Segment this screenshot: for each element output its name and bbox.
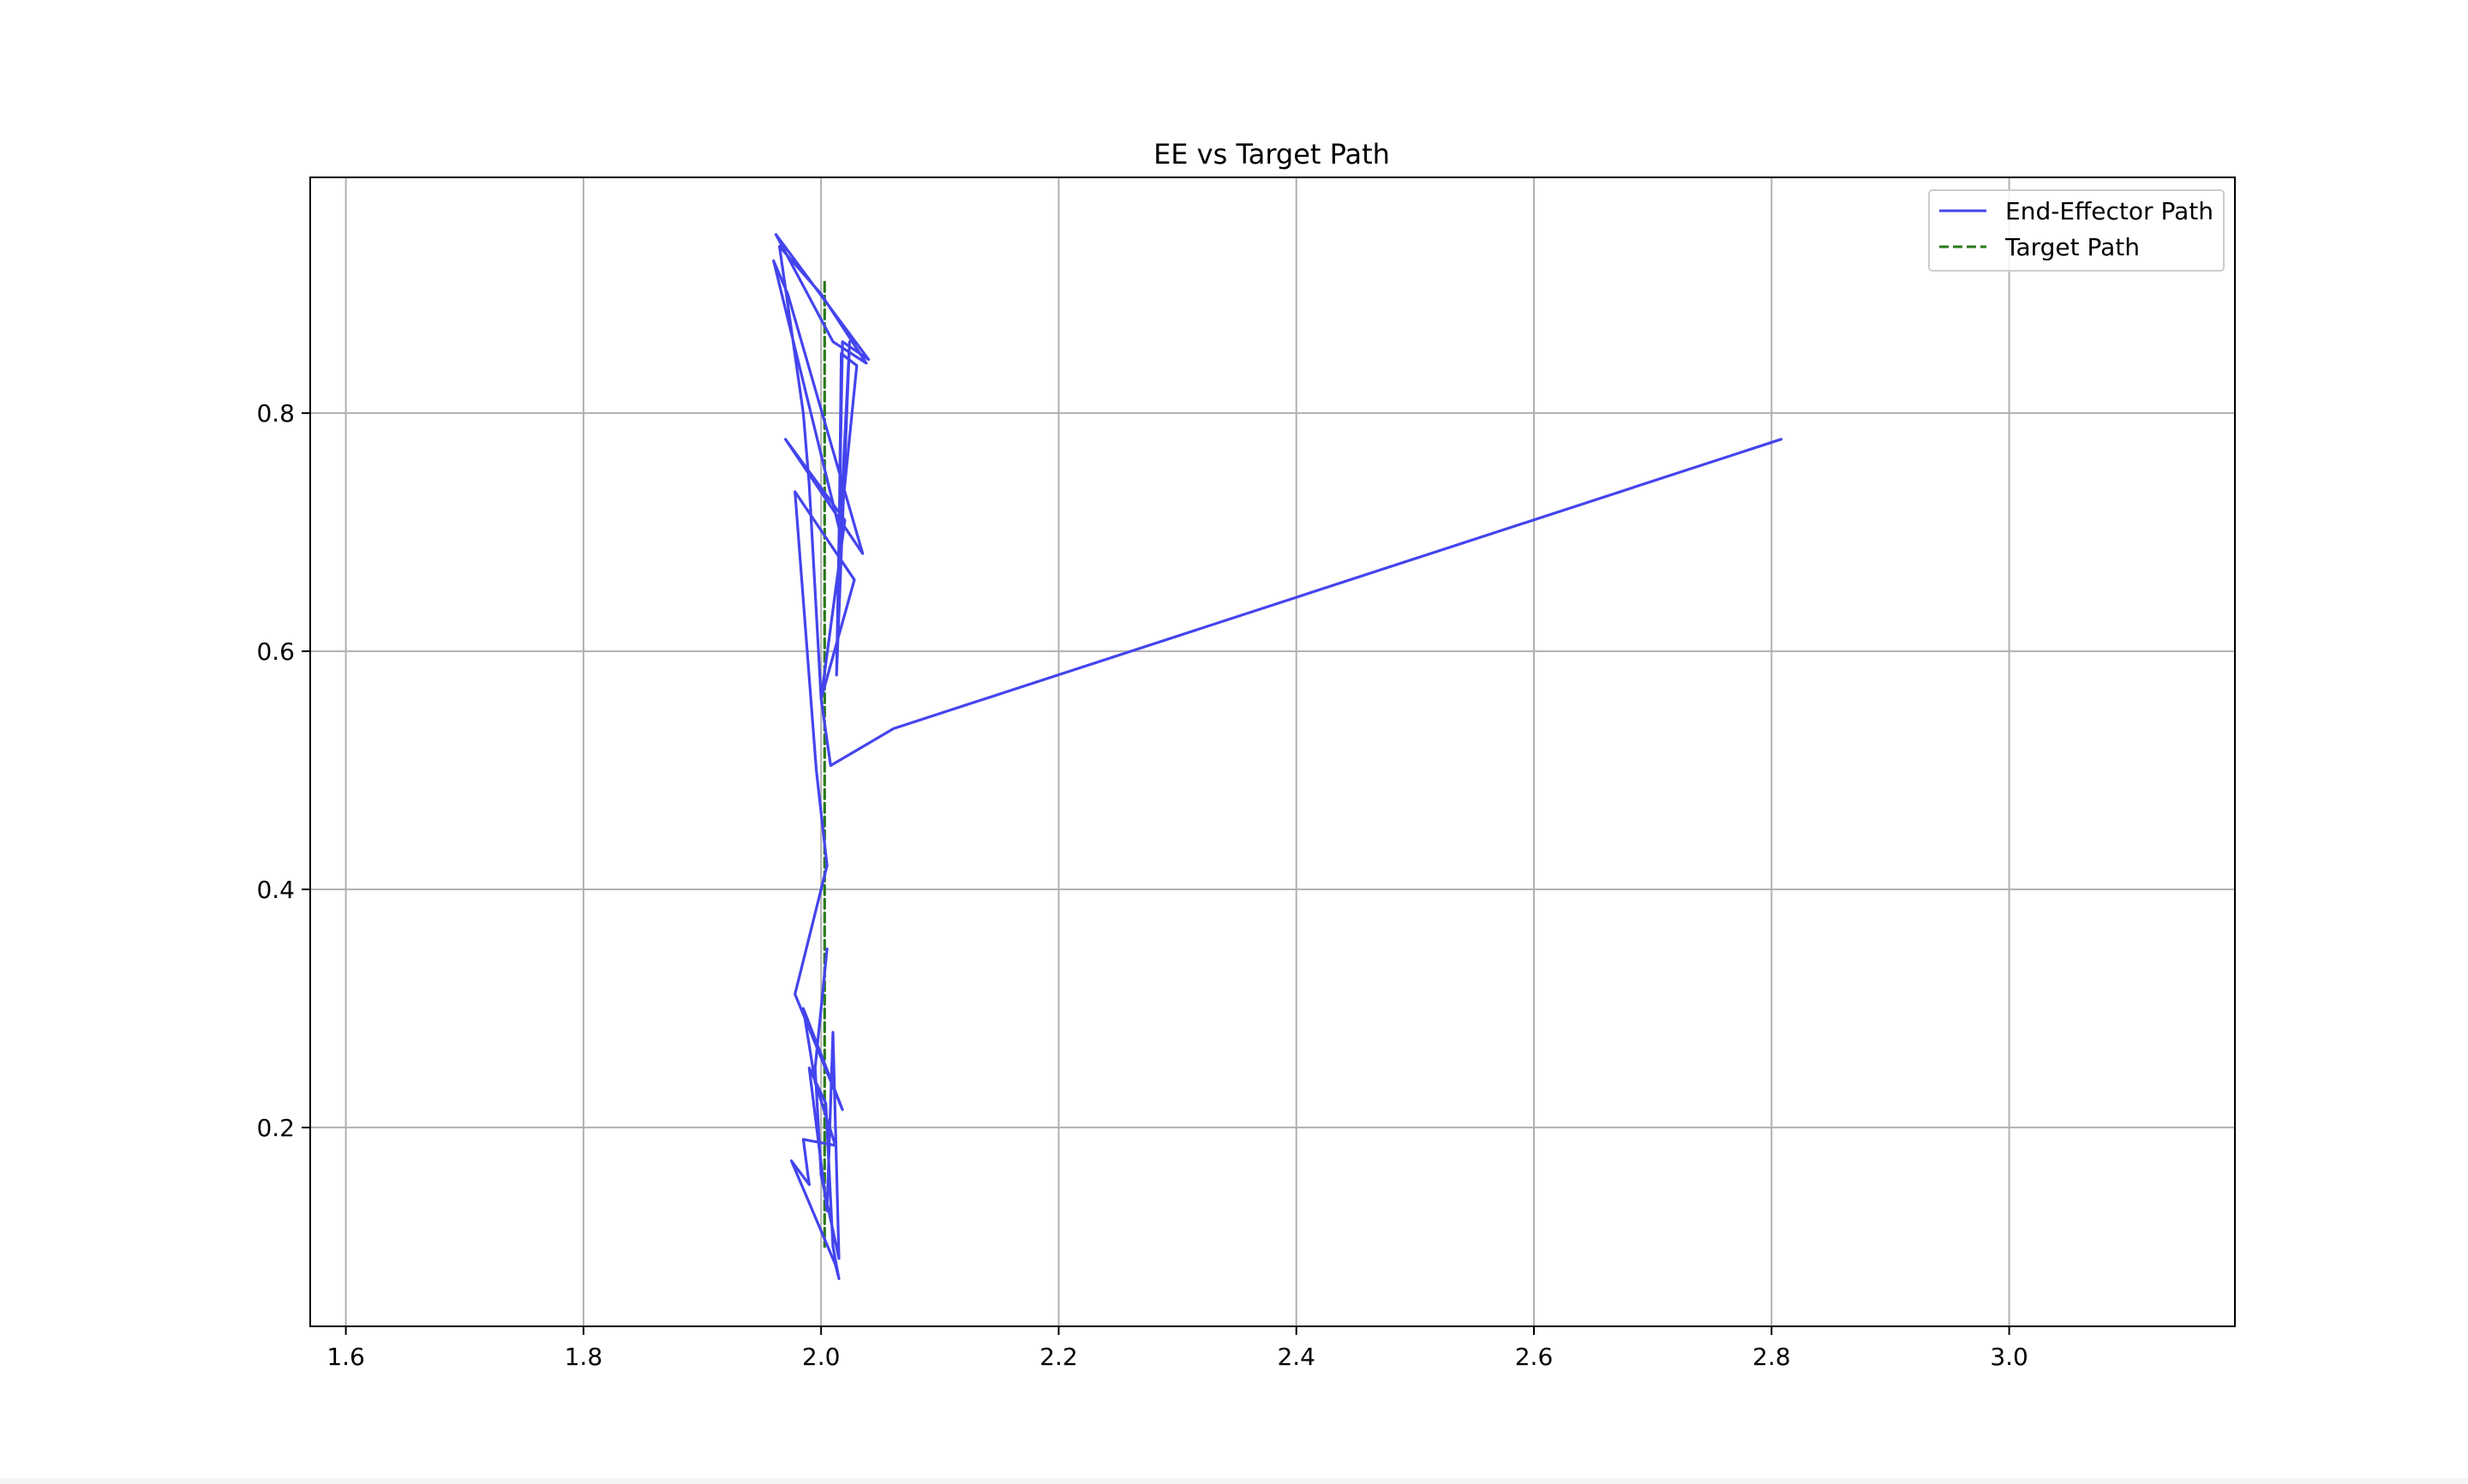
y-tick-label: 0.4 (256, 876, 295, 904)
legend-box (1928, 189, 2225, 272)
grid-lines (310, 177, 2235, 1326)
bottom-band (0, 1478, 2468, 1484)
x-tick-label: 2.2 (1039, 1343, 1078, 1371)
legend: End-Effector Path Target Path (1928, 189, 2225, 272)
x-tick-label: 2.4 (1277, 1343, 1315, 1371)
x-tick-label: 2.0 (802, 1343, 841, 1371)
y-tick-label: 0.6 (256, 637, 295, 666)
legend-label-target: Target Path (2004, 233, 2140, 261)
x-tick-label: 2.6 (1515, 1343, 1554, 1371)
y-tick-label: 0.8 (256, 399, 295, 428)
chart-title: EE vs Target Path (1153, 138, 1390, 171)
x-tick-label: 1.6 (326, 1343, 365, 1371)
end-effector-path-line (772, 233, 1782, 1280)
y-axis-ticks: 0.2 0.4 0.6 0.8 (256, 399, 310, 1142)
plot-series (772, 233, 1782, 1280)
legend-label-ee: End-Effector Path (2005, 197, 2213, 225)
x-tick-label: 2.8 (1752, 1343, 1791, 1371)
x-tick-label: 3.0 (1990, 1343, 2028, 1371)
y-tick-label: 0.2 (256, 1114, 295, 1142)
x-axis-ticks: 1.6 1.8 2.0 2.2 2.4 2.6 2.8 3.0 (326, 1326, 2028, 1371)
plot-frame (309, 177, 2236, 1327)
x-tick-label: 1.8 (565, 1343, 603, 1371)
